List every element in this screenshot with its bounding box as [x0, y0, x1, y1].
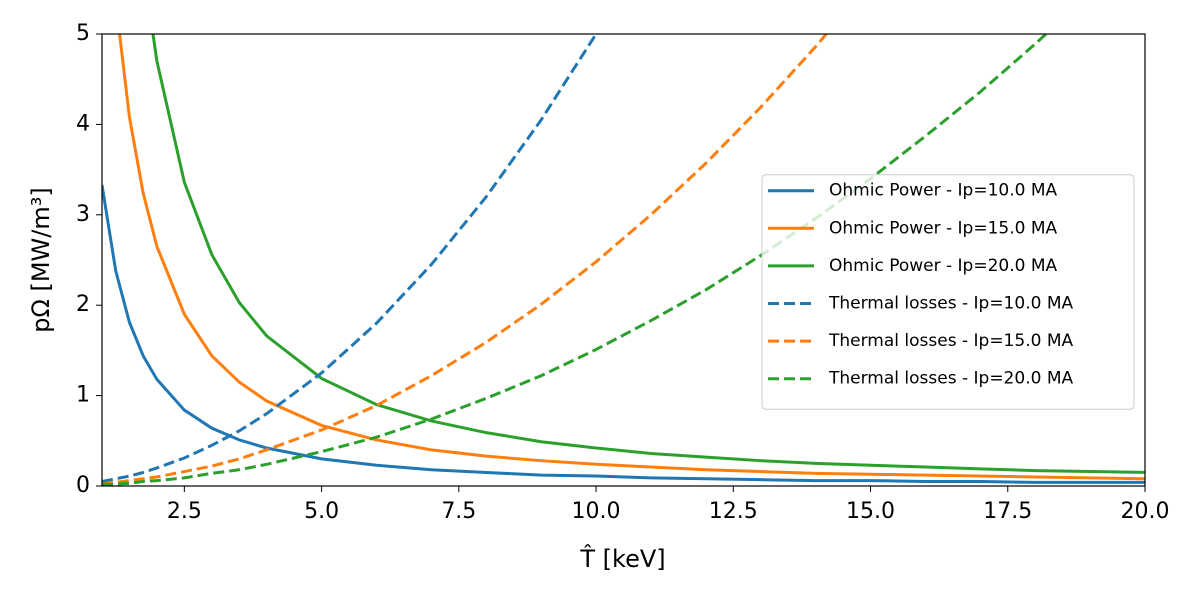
series-line: [102, 34, 598, 483]
legend-label: Ohmic Power - Ip=10.0 MA: [829, 181, 1058, 201]
series-line: [102, 34, 1049, 486]
x-tick-label: 5.0: [304, 499, 339, 524]
x-tick-label: 2.5: [167, 499, 202, 524]
y-tick-label: 0: [76, 473, 90, 498]
legend-label: Ohmic Power - Ip=15.0 MA: [829, 218, 1058, 238]
series-line: [118, 34, 1145, 481]
plot-area: [102, 34, 1145, 486]
x-tick-label: 20.0: [1121, 499, 1170, 524]
y-tick-label: 3: [76, 202, 90, 227]
x-tick-label: 7.5: [441, 499, 476, 524]
plot-frame: [101, 33, 1146, 487]
y-tick-label: 4: [76, 111, 90, 136]
series-line: [151, 34, 1145, 474]
x-tick-label: 15.0: [846, 499, 895, 524]
y-axis-label: pΩ [MW/m³]: [27, 187, 55, 332]
legend-label: Thermal losses - Ip=10.0 MA: [828, 294, 1073, 314]
series-line: [102, 184, 1145, 484]
y-tick-label: 5: [76, 21, 90, 46]
x-axis-label: T̂ [keV]: [579, 545, 665, 573]
legend-label: Ohmic Power - Ip=20.0 MA: [829, 256, 1058, 276]
legend-label: Thermal losses - Ip=20.0 MA: [828, 369, 1073, 389]
x-tick-label: 10.0: [572, 499, 621, 524]
x-tick-label: 17.5: [983, 499, 1032, 524]
legend-label: Thermal losses - Ip=15.0 MA: [828, 331, 1073, 351]
x-tick-label: 12.5: [709, 499, 758, 524]
y-tick-label: 2: [76, 292, 90, 317]
legend-box: [761, 174, 1135, 410]
legend: Ohmic Power - Ip=10.0 MA Ohmic Power - Ip…: [761, 174, 1135, 410]
series-line: [102, 34, 829, 486]
y-tick-label: 1: [76, 383, 90, 408]
